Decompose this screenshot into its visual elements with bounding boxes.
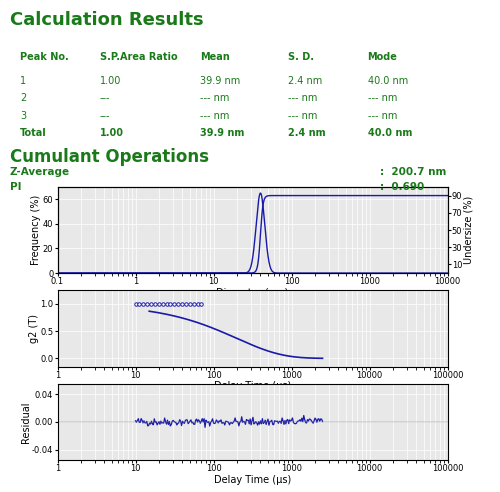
Y-axis label: g2 (T): g2 (T) (29, 314, 39, 343)
Text: 40.0 nm: 40.0 nm (368, 128, 412, 138)
Text: ---: --- (100, 93, 110, 103)
Text: Peak No.: Peak No. (20, 52, 69, 62)
Text: --- nm: --- nm (288, 93, 317, 103)
Text: :  0.690: : 0.690 (380, 182, 424, 192)
Text: 2.4 nm: 2.4 nm (288, 76, 322, 86)
Text: 1.00: 1.00 (100, 76, 122, 86)
Text: 1: 1 (20, 76, 26, 86)
Text: 39.9 nm: 39.9 nm (200, 76, 240, 86)
Text: 2: 2 (20, 93, 26, 103)
Text: --- nm: --- nm (368, 111, 397, 121)
Text: 40.0 nm: 40.0 nm (368, 76, 408, 86)
Text: Total: Total (20, 128, 47, 138)
Text: 2.4 nm: 2.4 nm (288, 128, 325, 138)
Text: S. D.: S. D. (288, 52, 314, 62)
Y-axis label: Residual: Residual (20, 401, 30, 443)
Text: Calculation Results: Calculation Results (10, 11, 203, 29)
Text: ---: --- (100, 111, 110, 121)
Text: :  200.7 nm: : 200.7 nm (380, 167, 446, 177)
Text: 39.9 nm: 39.9 nm (200, 128, 244, 138)
Y-axis label: Undersize (%): Undersize (%) (464, 196, 473, 264)
Text: Cumulant Operations: Cumulant Operations (10, 148, 209, 166)
Text: 1.00: 1.00 (100, 128, 124, 138)
Text: 3: 3 (20, 111, 26, 121)
Text: --- nm: --- nm (288, 111, 317, 121)
Text: S.P.Area Ratio: S.P.Area Ratio (100, 52, 178, 62)
Text: Mode: Mode (368, 52, 398, 62)
Text: PI: PI (10, 182, 22, 192)
X-axis label: Diameter (nm): Diameter (nm) (216, 288, 288, 298)
Text: --- nm: --- nm (368, 93, 397, 103)
Text: --- nm: --- nm (200, 111, 230, 121)
Text: Z-Average: Z-Average (10, 167, 70, 177)
Text: --- nm: --- nm (200, 93, 230, 103)
Y-axis label: Frequency (%): Frequency (%) (32, 195, 42, 265)
X-axis label: Delay Time (μs): Delay Time (μs) (214, 381, 291, 391)
X-axis label: Delay Time (μs): Delay Time (μs) (214, 475, 291, 485)
Text: Mean: Mean (200, 52, 230, 62)
